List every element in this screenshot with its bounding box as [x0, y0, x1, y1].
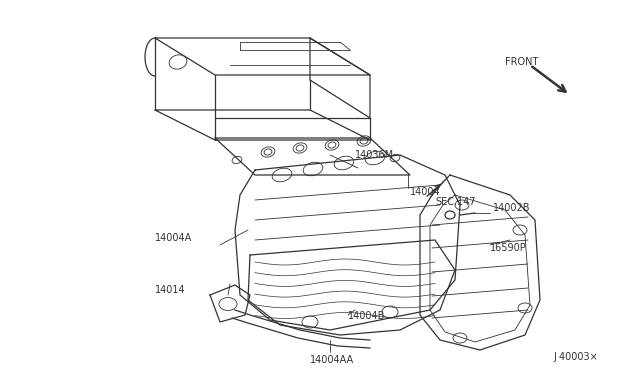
Text: 14036M: 14036M: [355, 150, 394, 160]
Text: 14004AA: 14004AA: [310, 355, 354, 365]
Text: 16590P: 16590P: [490, 243, 527, 253]
Text: SEC.147: SEC.147: [435, 197, 476, 207]
Text: 14004: 14004: [410, 187, 440, 197]
Text: 14002B: 14002B: [493, 203, 531, 213]
Text: 14014: 14014: [155, 285, 186, 295]
Text: 14004A: 14004A: [155, 233, 192, 243]
Text: 14004B: 14004B: [348, 311, 385, 321]
Text: FRONT: FRONT: [505, 57, 538, 67]
Text: J 40003×: J 40003×: [553, 352, 598, 362]
